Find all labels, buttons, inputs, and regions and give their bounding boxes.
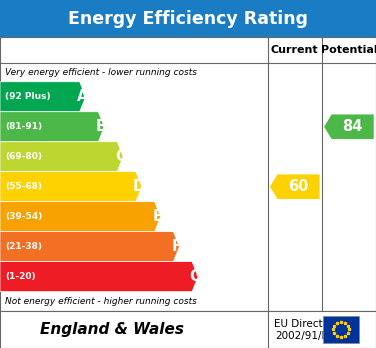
- Polygon shape: [0, 202, 161, 232]
- Text: E: E: [153, 209, 162, 224]
- Text: (1-20): (1-20): [5, 272, 35, 281]
- Bar: [0, 311, 376, 348]
- Polygon shape: [0, 172, 142, 202]
- Text: 2002/91/EC: 2002/91/EC: [276, 331, 336, 341]
- Text: B: B: [96, 119, 107, 134]
- Text: 60: 60: [288, 179, 309, 194]
- Bar: [323, 316, 359, 343]
- Polygon shape: [0, 112, 105, 142]
- Text: EU Directive: EU Directive: [274, 319, 338, 329]
- Polygon shape: [0, 142, 123, 172]
- Polygon shape: [270, 174, 320, 199]
- Polygon shape: [0, 232, 179, 262]
- Bar: [0, 37, 376, 311]
- Text: G: G: [189, 269, 201, 284]
- Text: 84: 84: [343, 119, 363, 134]
- Text: Current: Current: [271, 45, 318, 55]
- Text: (92 Plus): (92 Plus): [5, 92, 50, 101]
- Text: (69-80): (69-80): [5, 152, 42, 161]
- Text: Potential: Potential: [321, 45, 376, 55]
- Text: (21-38): (21-38): [5, 242, 42, 251]
- Text: F: F: [171, 239, 181, 254]
- Text: (81-91): (81-91): [5, 122, 42, 131]
- Polygon shape: [324, 114, 374, 139]
- Text: C: C: [115, 149, 126, 164]
- Text: Very energy efficient - lower running costs: Very energy efficient - lower running co…: [5, 68, 197, 77]
- Polygon shape: [0, 82, 86, 112]
- Text: (39-54): (39-54): [5, 212, 42, 221]
- Text: Energy Efficiency Rating: Energy Efficiency Rating: [68, 10, 308, 27]
- Text: A: A: [77, 89, 88, 104]
- Text: Not energy efficient - higher running costs: Not energy efficient - higher running co…: [5, 297, 196, 306]
- Text: (55-68): (55-68): [5, 182, 42, 191]
- Bar: [0, 0, 376, 37]
- Text: England & Wales: England & Wales: [41, 322, 185, 337]
- Text: D: D: [133, 179, 145, 194]
- Polygon shape: [0, 262, 198, 292]
